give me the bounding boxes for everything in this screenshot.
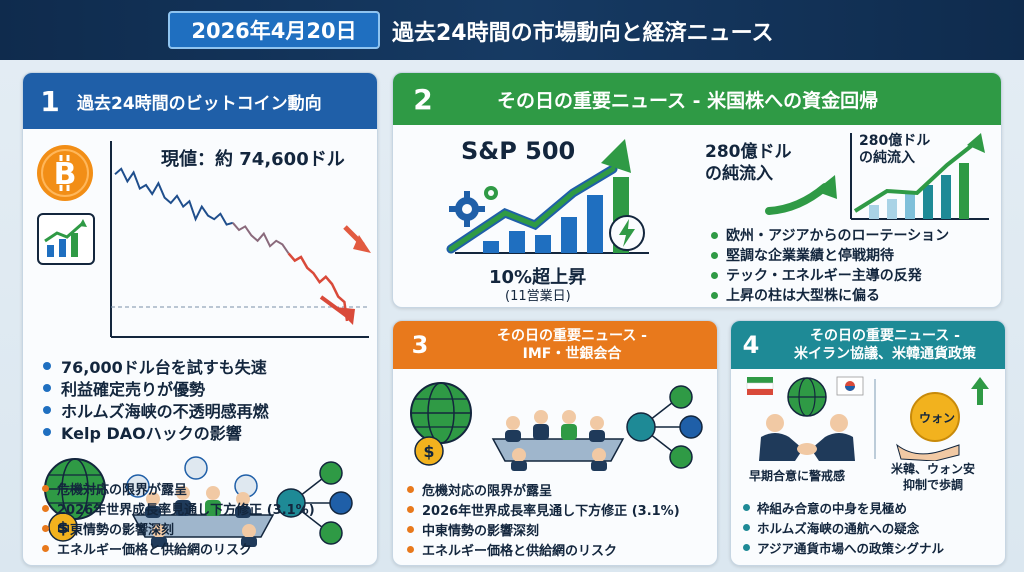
imf-illustration: $ <box>44 456 353 547</box>
panel-title-line-1: その日の重要ニュース - <box>810 328 960 344</box>
diplomacy-illustration <box>746 376 989 461</box>
svg-text:B: B <box>54 157 77 192</box>
list-item: エネルギー価格と供給網のリスク <box>407 539 680 559</box>
list-item: 危機対応の限界が露呈 <box>42 478 315 498</box>
panel-us-iran-korea: 4 その日の重要ニュース - 米イラン協議、米韓通貨政策 <box>730 320 1006 566</box>
panel-us-stocks: 2 その日の重要ニュース - 米国株への資金回帰 S&P 500 10% <box>392 72 1002 308</box>
gear-icon <box>449 186 498 227</box>
panel-title: その日の重要ニュース - 米国株への資金回帰 <box>497 89 879 112</box>
lightning-icon <box>609 215 645 251</box>
list-item: 2026年世界成長率見通し下方修正 (3.1%) <box>407 499 680 519</box>
network-icon <box>626 385 703 469</box>
list-item: 中東情勢の影響深刻 <box>407 519 680 539</box>
panel-title: 過去24時間のビットコイン動向 <box>77 93 322 114</box>
panel-bitcoin: 1 過去24時間のビットコイン動向 B 現値：約 74,600ドル 76,00 <box>22 72 378 566</box>
sp500-label: S&P 500 <box>461 137 576 165</box>
caption-early-agreement: 早期合意に警戒感 <box>749 469 846 483</box>
inflow-label: 280億ドル の純流入 <box>705 142 792 184</box>
arrow-up-icon <box>971 377 989 405</box>
list-item: 利益確定売りが優勢 <box>43 377 269 399</box>
handshake-icon <box>759 414 855 461</box>
panel-number: 4 <box>742 331 760 359</box>
dollar-icon: $ <box>414 436 444 466</box>
panel-number: 3 <box>411 331 429 359</box>
inflow-chart <box>850 133 989 220</box>
meeting-icon <box>491 410 625 471</box>
svg-text:$: $ <box>423 442 434 461</box>
globe-icon <box>410 382 472 444</box>
list-item: ホルムズ海峡の不透明感再燃 <box>43 399 269 421</box>
svg-text:$: $ <box>57 518 68 537</box>
panel-title-line-2: 米イラン協議、米韓通貨政策 <box>794 346 976 362</box>
panel-title-line-1: その日の重要ニュース - <box>497 328 647 344</box>
sp500-gain: 10%超上昇 <box>489 267 587 288</box>
list-item: ホルムズ海峡の通航への疑念 <box>743 517 944 537</box>
meeting-icon <box>126 456 275 547</box>
panel1-lower-bullets: 危機対応の限界が露呈 2026年世界成長率見通し下方修正 (3.1%) 中東情勢… <box>42 478 315 558</box>
sp500-chart <box>446 139 649 254</box>
bitcoin-icon: B <box>37 145 93 201</box>
list-item: Kelp DAOハックの影響 <box>43 421 269 443</box>
list-item: アジア通貨市場への政策シグナル <box>743 537 944 557</box>
panel-imf: 3 その日の重要ニュース - IMF・世銀会合 $ <box>392 320 718 566</box>
list-item: テック・エネルギー主導の反発 <box>711 265 949 285</box>
arrow-up-icon <box>765 175 837 215</box>
list-item: 危機対応の限界が露呈 <box>407 479 680 499</box>
chart-up-icon <box>37 213 95 265</box>
btc-price-chart <box>110 141 371 338</box>
coin-icon <box>896 392 960 461</box>
inflow-chart-label: 280億ドル の純流入 <box>859 133 931 167</box>
panel-2-header: 2 その日の重要ニュース - 米国株への資金回帰 <box>393 73 1001 125</box>
diplomacy-bullet-list: 枠組み合意の中身を見極め ホルムズ海峡の通航への疑念 アジア通貨市場への政策シグ… <box>743 497 944 557</box>
list-item: 枠組み合意の中身を見極め <box>743 497 944 517</box>
btc-bullet-list: 76,000ドル台を試すも失速 利益確定売りが優勢 ホルムズ海峡の不透明感再燃 … <box>43 355 269 443</box>
list-item: 中東情勢の影響深刻 <box>42 518 315 538</box>
panel-title-line-2: IMF・世銀会合 <box>522 346 622 362</box>
panel-1-header: 1 過去24時間のビットコイン動向 <box>23 73 377 129</box>
globe-icon <box>787 377 827 417</box>
panel-4-header: 4 その日の重要ニュース - 米イラン協議、米韓通貨政策 <box>731 321 1005 369</box>
btc-current-price: 現値：約 74,600ドル <box>161 145 345 171</box>
list-item: 上昇の柱は大型株に偏る <box>711 285 949 305</box>
imf-meeting-illustration: $ <box>410 382 703 471</box>
panel-3-header: 3 その日の重要ニュース - IMF・世銀会合 <box>393 321 717 369</box>
list-item: 76,000ドル台を試すも失速 <box>43 355 269 377</box>
page-title: 過去24時間の市場動向と経済ニュース <box>392 21 774 46</box>
list-item: エネルギー価格と供給網のリスク <box>42 538 315 558</box>
imf-bullet-list: 危機対応の限界が露呈 2026年世界成長率見通し下方修正 (3.1%) 中東情勢… <box>407 479 680 559</box>
iran-flag-icon <box>746 377 774 395</box>
panel-number: 2 <box>413 82 433 116</box>
date-badge: 2026年4月20日 <box>168 11 380 49</box>
list-item: 欧州・アジアからのローテーション <box>711 225 949 245</box>
panel-number: 1 <box>40 84 60 118</box>
dollar-icon: $ <box>48 512 78 542</box>
us-stocks-bullet-list: 欧州・アジアからのローテーション 堅調な企業業績と停戦期待 テック・エネルギー主… <box>711 225 949 305</box>
sp500-gain-period: (11営業日) <box>505 289 571 304</box>
list-item: 堅調な企業業績と停戦期待 <box>711 245 949 265</box>
caption-won-policy: 米韓、ウォン安 抑制で歩調 <box>891 462 976 492</box>
won-coin-label: ウォン <box>919 411 956 425</box>
list-item: 2026年世界成長率見通し下方修正 (3.1%) <box>42 498 315 518</box>
network-icon <box>276 461 353 545</box>
korea-flag-icon <box>836 376 864 396</box>
